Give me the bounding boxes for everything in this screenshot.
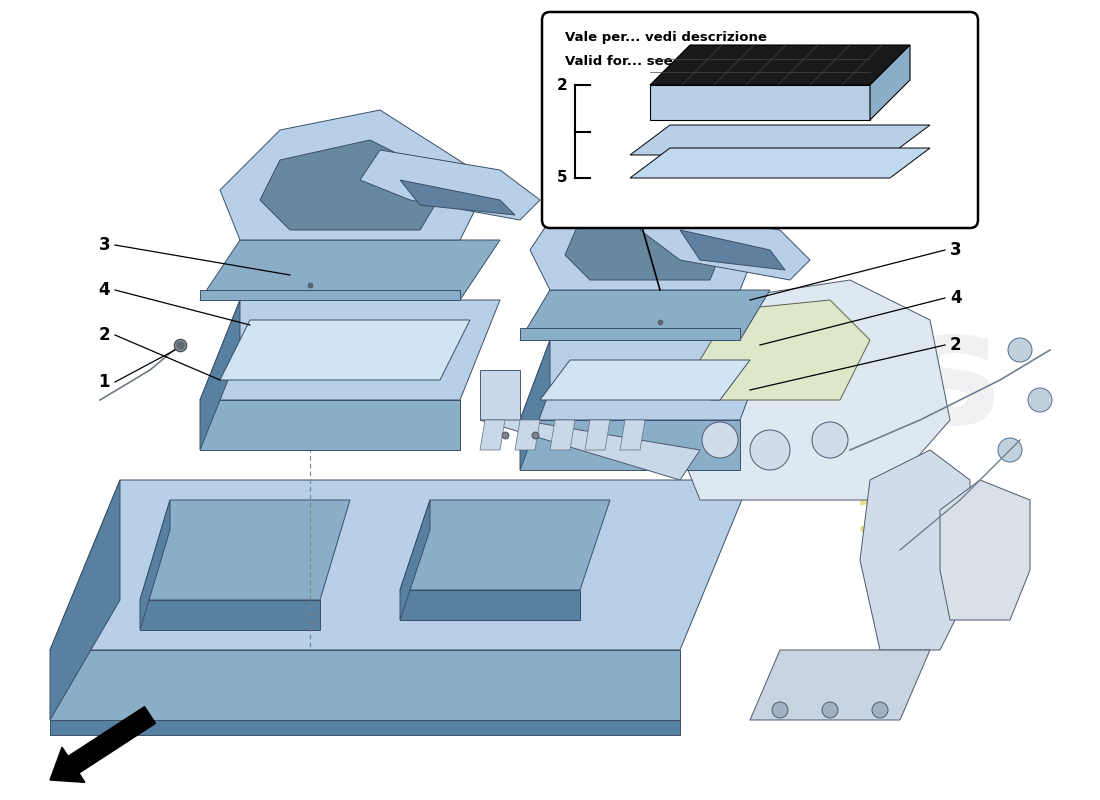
Polygon shape — [870, 45, 910, 120]
Polygon shape — [630, 148, 930, 178]
Polygon shape — [200, 300, 500, 400]
Polygon shape — [400, 500, 430, 620]
Text: 4: 4 — [98, 281, 110, 299]
Circle shape — [750, 430, 790, 470]
Polygon shape — [640, 210, 810, 280]
Polygon shape — [550, 420, 575, 450]
Polygon shape — [630, 125, 930, 155]
Circle shape — [1028, 388, 1052, 412]
Text: Valid for... see description: Valid for... see description — [565, 55, 761, 69]
Polygon shape — [200, 290, 460, 300]
Polygon shape — [400, 180, 515, 215]
Polygon shape — [50, 480, 120, 720]
Circle shape — [998, 438, 1022, 462]
Polygon shape — [400, 590, 580, 620]
Polygon shape — [480, 370, 520, 420]
Circle shape — [772, 702, 788, 718]
Polygon shape — [50, 480, 750, 650]
Polygon shape — [540, 360, 750, 400]
Polygon shape — [140, 500, 350, 600]
Text: 2: 2 — [98, 326, 110, 344]
Text: a passion for: a passion for — [334, 635, 506, 685]
Polygon shape — [200, 240, 500, 300]
Circle shape — [872, 702, 888, 718]
Text: 5: 5 — [557, 170, 566, 186]
Polygon shape — [220, 320, 470, 380]
Polygon shape — [360, 150, 540, 220]
Circle shape — [822, 702, 838, 718]
Polygon shape — [220, 110, 490, 240]
Polygon shape — [480, 420, 505, 450]
Polygon shape — [200, 300, 240, 450]
Polygon shape — [750, 650, 930, 720]
Polygon shape — [140, 600, 320, 630]
Polygon shape — [650, 45, 910, 85]
Polygon shape — [680, 230, 785, 270]
Text: Vale per... vedi descrizione: Vale per... vedi descrizione — [565, 31, 767, 45]
Circle shape — [812, 422, 848, 458]
Text: es: es — [799, 302, 1002, 458]
Circle shape — [702, 422, 738, 458]
Polygon shape — [515, 420, 540, 450]
Polygon shape — [50, 650, 680, 720]
Text: 3: 3 — [950, 241, 961, 259]
Text: 3: 3 — [98, 236, 110, 254]
Text: 1: 1 — [99, 373, 110, 391]
FancyArrow shape — [50, 706, 155, 782]
Polygon shape — [530, 170, 760, 290]
Circle shape — [1008, 338, 1032, 362]
FancyBboxPatch shape — [542, 12, 978, 228]
Polygon shape — [520, 290, 770, 340]
Polygon shape — [520, 420, 740, 470]
Polygon shape — [650, 85, 870, 120]
Polygon shape — [260, 140, 450, 230]
Polygon shape — [860, 450, 970, 650]
Polygon shape — [200, 400, 460, 450]
Polygon shape — [565, 200, 730, 280]
Polygon shape — [585, 420, 611, 450]
Polygon shape — [520, 340, 550, 470]
Text: 2: 2 — [557, 78, 566, 93]
Text: 1985: 1985 — [855, 498, 986, 542]
Polygon shape — [400, 500, 610, 590]
Text: 2: 2 — [950, 336, 961, 354]
Polygon shape — [520, 328, 740, 340]
Polygon shape — [680, 280, 950, 500]
Polygon shape — [140, 500, 170, 630]
Polygon shape — [700, 300, 870, 400]
Text: 4: 4 — [950, 289, 961, 307]
Polygon shape — [50, 720, 680, 735]
Polygon shape — [520, 340, 770, 420]
Polygon shape — [940, 480, 1030, 620]
Polygon shape — [480, 420, 700, 480]
Polygon shape — [620, 420, 645, 450]
